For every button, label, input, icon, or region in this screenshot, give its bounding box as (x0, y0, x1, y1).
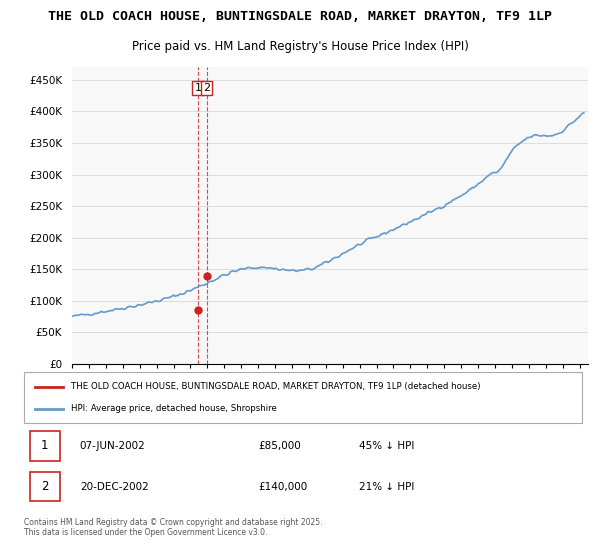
Text: THE OLD COACH HOUSE, BUNTINGSDALE ROAD, MARKET DRAYTON, TF9 1LP: THE OLD COACH HOUSE, BUNTINGSDALE ROAD, … (48, 10, 552, 23)
Text: £85,000: £85,000 (259, 441, 301, 451)
Text: 20-DEC-2002: 20-DEC-2002 (80, 482, 149, 492)
Text: 21% ↓ HPI: 21% ↓ HPI (359, 482, 414, 492)
FancyBboxPatch shape (24, 372, 582, 423)
Text: 45% ↓ HPI: 45% ↓ HPI (359, 441, 414, 451)
FancyBboxPatch shape (29, 472, 60, 501)
Text: 2: 2 (203, 83, 210, 93)
Text: 1: 1 (41, 440, 49, 452)
Text: Contains HM Land Registry data © Crown copyright and database right 2025.
This d: Contains HM Land Registry data © Crown c… (24, 518, 323, 538)
Text: £140,000: £140,000 (259, 482, 308, 492)
Text: Price paid vs. HM Land Registry's House Price Index (HPI): Price paid vs. HM Land Registry's House … (131, 40, 469, 53)
Text: 2: 2 (41, 480, 49, 493)
FancyBboxPatch shape (29, 431, 60, 461)
Text: 1: 1 (194, 83, 202, 93)
Text: THE OLD COACH HOUSE, BUNTINGSDALE ROAD, MARKET DRAYTON, TF9 1LP (detached house): THE OLD COACH HOUSE, BUNTINGSDALE ROAD, … (71, 382, 481, 391)
Text: HPI: Average price, detached house, Shropshire: HPI: Average price, detached house, Shro… (71, 404, 277, 413)
Text: 07-JUN-2002: 07-JUN-2002 (80, 441, 146, 451)
